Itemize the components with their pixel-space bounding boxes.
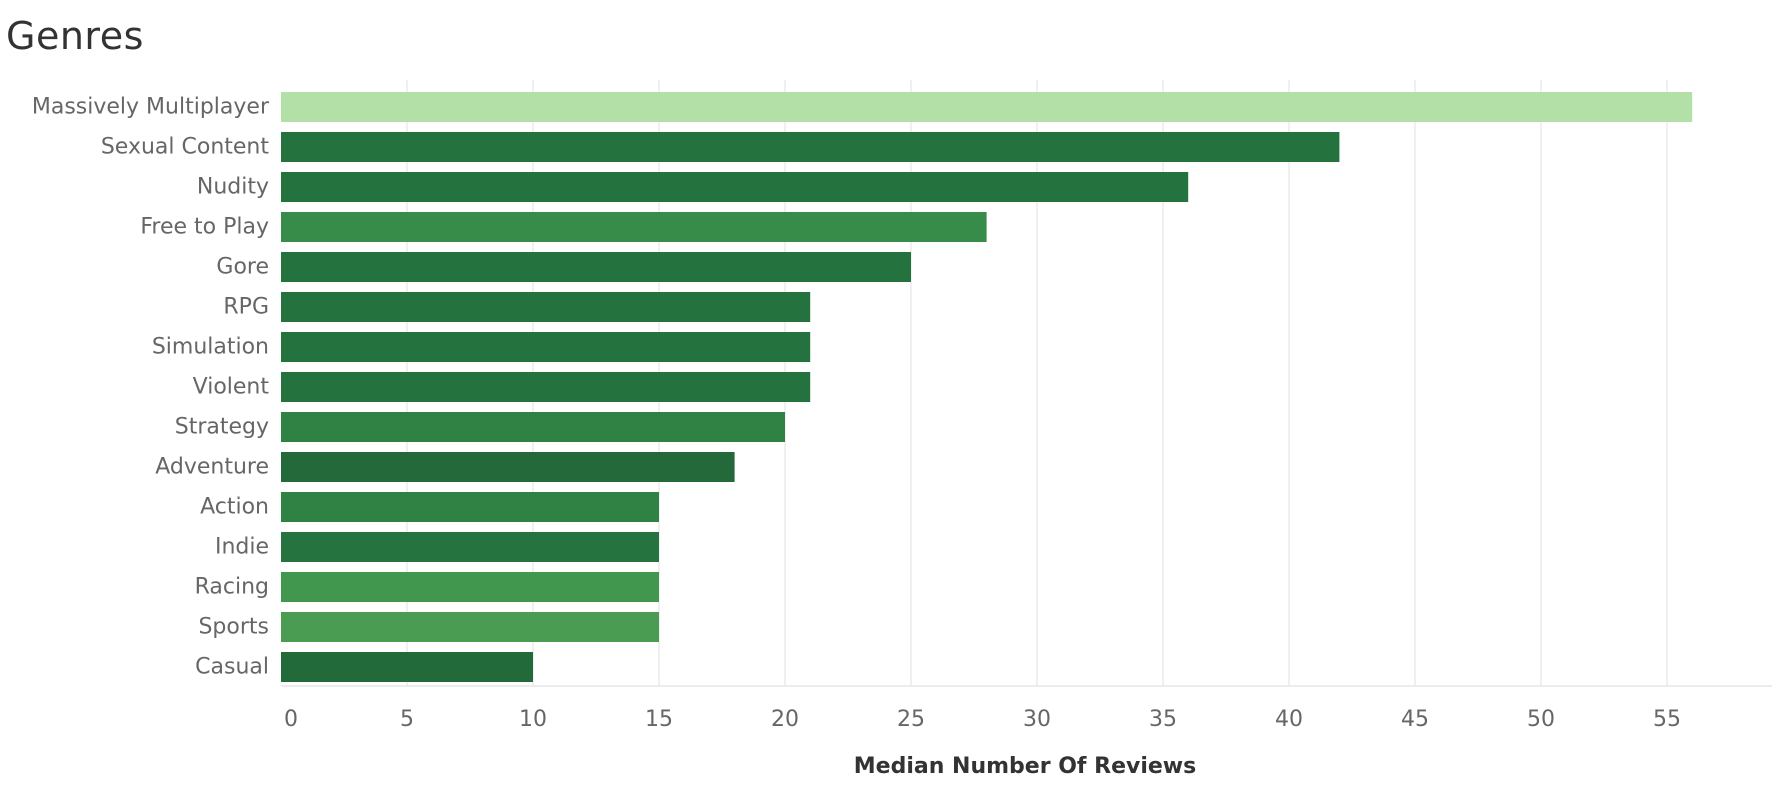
bar[interactable] <box>281 572 659 602</box>
x-tick-label: 20 <box>771 707 799 732</box>
chart-title: Genres <box>6 14 144 58</box>
x-tick-label: 0 <box>284 707 298 732</box>
x-tick-label: 30 <box>1023 707 1051 732</box>
category-label: Strategy <box>175 415 269 440</box>
category-label: Sexual Content <box>101 135 270 160</box>
bar[interactable] <box>281 652 533 682</box>
bar[interactable] <box>281 612 659 642</box>
bar[interactable] <box>281 292 811 322</box>
bar[interactable] <box>281 332 811 362</box>
bar[interactable] <box>281 372 811 402</box>
category-label: Gore <box>216 255 269 280</box>
bar[interactable] <box>281 532 659 562</box>
category-label: Simulation <box>152 335 269 360</box>
category-label: Free to Play <box>140 215 269 240</box>
category-label: Indie <box>215 535 269 560</box>
x-tick-label: 40 <box>1275 707 1303 732</box>
x-tick-label: 55 <box>1653 707 1681 732</box>
x-tick-label: 45 <box>1401 707 1429 732</box>
category-label: Racing <box>195 575 269 600</box>
x-tick-label: 25 <box>897 707 925 732</box>
x-tick-label: 35 <box>1149 707 1177 732</box>
x-tick-label: 5 <box>400 707 414 732</box>
category-label: RPG <box>223 295 269 320</box>
bar[interactable] <box>281 172 1189 202</box>
x-axis-title: Median Number Of Reviews <box>854 754 1196 779</box>
bar[interactable] <box>281 132 1340 162</box>
bar[interactable] <box>281 212 987 242</box>
category-label: Violent <box>193 375 270 400</box>
category-label: Action <box>200 495 269 520</box>
category-label: Adventure <box>155 455 269 480</box>
bar[interactable] <box>281 92 1693 122</box>
category-label: Nudity <box>197 175 269 200</box>
x-tick-label: 10 <box>519 707 547 732</box>
category-labels: Massively Multiplayer Sexual Content Nudit… <box>32 95 270 680</box>
bar[interactable] <box>281 452 735 482</box>
category-label: Sports <box>198 615 269 640</box>
bars <box>281 92 1693 682</box>
bar[interactable] <box>281 492 659 522</box>
bar[interactable] <box>281 412 785 442</box>
category-label: Casual <box>195 655 269 680</box>
x-tick-label: 50 <box>1527 707 1555 732</box>
category-label: Massively Multiplayer <box>32 95 270 120</box>
bar[interactable] <box>281 252 911 282</box>
x-axis-ticks: 0 5 10 15 20 25 30 35 40 45 50 55 <box>284 707 1681 732</box>
x-tick-label: 15 <box>645 707 673 732</box>
